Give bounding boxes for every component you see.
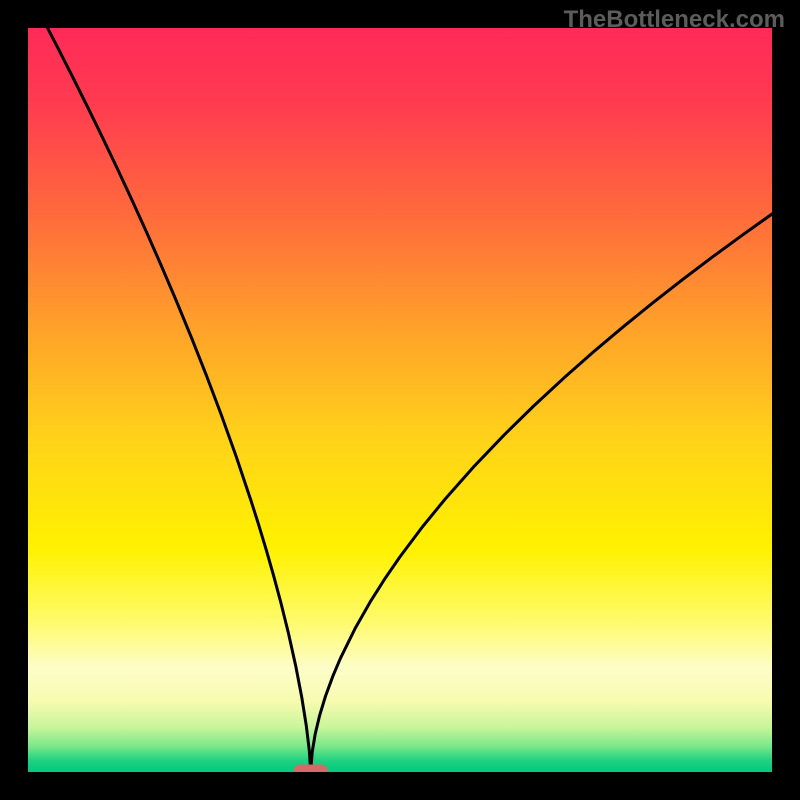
curve-layer <box>0 0 800 800</box>
bottleneck-marker <box>294 765 328 777</box>
chart-frame: TheBottleneck.com <box>0 0 800 800</box>
bottleneck-curve <box>28 0 772 772</box>
watermark-text: TheBottleneck.com <box>564 6 785 34</box>
